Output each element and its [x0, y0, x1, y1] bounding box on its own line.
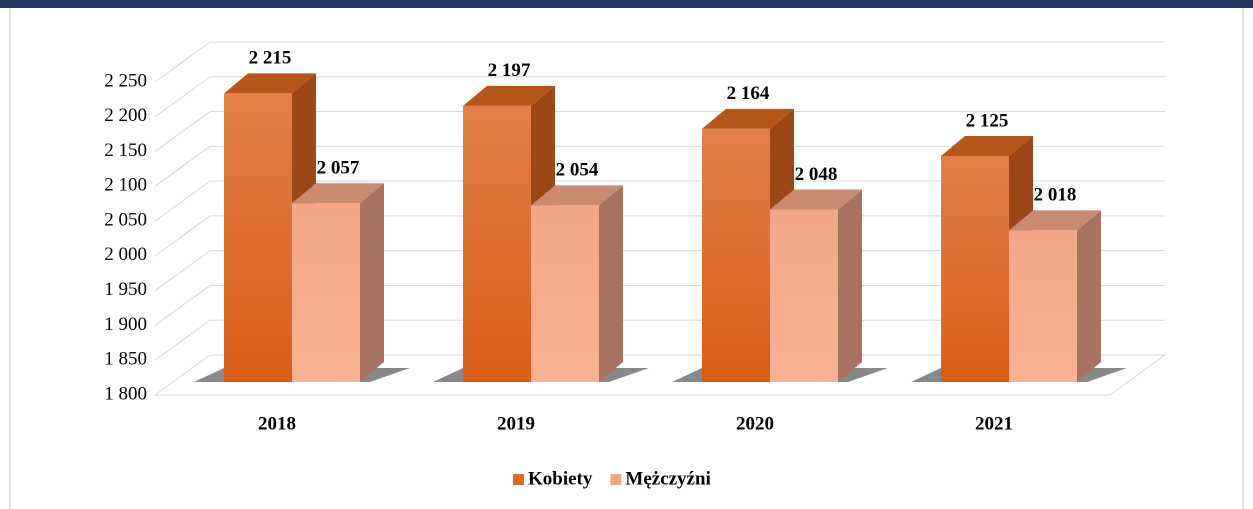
legend-swatch [610, 474, 622, 485]
x-tick-label: 2021 [975, 413, 1013, 434]
value-label: 2 054 [556, 160, 599, 181]
legend-label: Mężczyźni [625, 468, 710, 489]
bar [941, 155, 1009, 382]
bar-side [838, 189, 862, 382]
grid-line [154, 285, 211, 326]
y-tick-label: 2 000 [104, 244, 147, 265]
value-label: 2 164 [727, 83, 770, 104]
grid-line [154, 180, 211, 222]
legend-swatch [513, 474, 524, 485]
bar-top [941, 135, 1033, 156]
y-tick-label: 2 150 [104, 140, 147, 161]
grid-line [154, 319, 211, 361]
bar [292, 203, 360, 382]
floor-edge [1109, 354, 1166, 396]
y-tick-label: 1 950 [104, 279, 147, 300]
grid-line [154, 145, 211, 187]
y-tick-label: 1 900 [104, 314, 147, 335]
grid-line [154, 76, 211, 118]
bar-side [360, 183, 384, 382]
y-tick-label: 2 100 [104, 175, 147, 196]
bar-side [1077, 210, 1101, 382]
bar-side [599, 185, 623, 382]
grid-line [154, 354, 211, 396]
y-tick-label: 1 850 [104, 349, 147, 370]
y-tick-label: 2 050 [104, 209, 147, 230]
grid-line [154, 111, 211, 152]
grid-line [154, 215, 211, 257]
bar [702, 128, 770, 382]
bar [463, 105, 531, 382]
header-band [0, 0, 1253, 8]
bar-top [770, 189, 862, 210]
x-tick-label: 2018 [258, 413, 296, 434]
bar [224, 93, 292, 382]
y-tick-label: 1 800 [104, 383, 147, 404]
grid-line [154, 250, 211, 292]
legend-label: Kobiety [528, 468, 593, 489]
bar [531, 205, 599, 382]
value-label: 2 057 [317, 158, 360, 179]
bar-top [292, 183, 384, 204]
x-tick-label: 2020 [736, 413, 774, 434]
y-tick-label: 2 250 [104, 70, 147, 91]
y-tick-label: 2 200 [104, 105, 147, 126]
bar [770, 209, 838, 382]
bar-top [463, 85, 555, 106]
value-label: 2 197 [488, 60, 531, 81]
value-label: 2 018 [1034, 185, 1077, 206]
value-label: 2 048 [795, 164, 838, 185]
bar-top [224, 73, 316, 94]
value-label: 2 215 [249, 48, 292, 69]
bar [1009, 230, 1077, 382]
bar-top [531, 185, 623, 206]
value-label: 2 125 [966, 110, 1009, 131]
bar-top [1009, 210, 1101, 231]
grid-line [154, 41, 211, 83]
x-tick-label: 2019 [497, 413, 535, 434]
bar-top [702, 108, 794, 129]
